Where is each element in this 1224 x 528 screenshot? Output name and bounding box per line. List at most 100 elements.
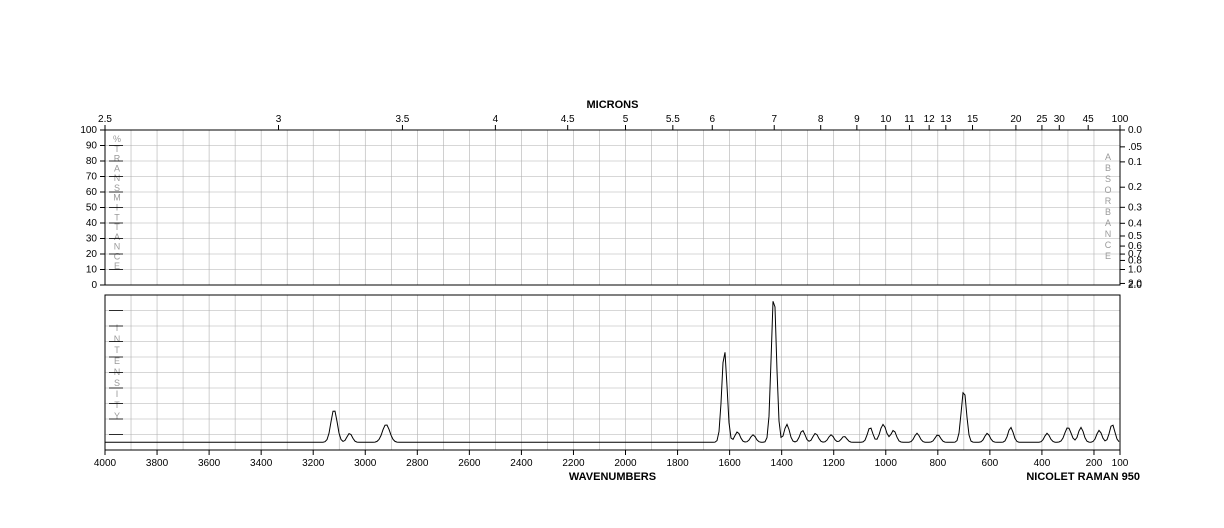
xaxis-top: 2.5 3 3.5 4 4.5 5 5.5 6 7 8 9 10 11 12 13 15 20 25 30 45 100 (98, 114, 1129, 130)
svg-text:S: S (114, 183, 120, 193)
svg-text:2400: 2400 (510, 458, 533, 469)
svg-text:3800: 3800 (146, 458, 169, 469)
svg-text:100: 100 (1112, 458, 1129, 469)
spectrum-chart: 4000380036003400320030002800260024002200… (0, 0, 1224, 528)
svg-text:200: 200 (1086, 458, 1103, 469)
svg-text:1200: 1200 (823, 458, 846, 469)
intensity-label: INTENSITY (114, 323, 121, 421)
svg-text:1600: 1600 (718, 458, 741, 469)
svg-text:N: N (1105, 229, 1112, 239)
svg-text:100: 100 (80, 125, 97, 136)
svg-text:7: 7 (771, 114, 777, 125)
svg-text:9: 9 (854, 114, 860, 125)
svg-text:0.0: 0.0 (1128, 125, 1142, 136)
svg-text:3600: 3600 (198, 458, 221, 469)
absorbance-label: ABSORBANCE (1104, 152, 1111, 261)
svg-text:R: R (114, 154, 121, 164)
svg-text:60: 60 (86, 187, 98, 198)
svg-text:6: 6 (709, 114, 715, 125)
instrument-label: NICOLET RAMAN 950 (1026, 471, 1140, 483)
svg-text:B: B (1105, 207, 1111, 217)
svg-text:2800: 2800 (406, 458, 429, 469)
svg-text:12: 12 (924, 114, 936, 125)
xaxis-bottom-title: WAVENUMBERS (569, 471, 656, 483)
svg-text:0: 0 (91, 280, 97, 291)
svg-text:80: 80 (86, 156, 98, 167)
svg-text:I: I (116, 389, 119, 399)
svg-text:11: 11 (904, 114, 915, 125)
svg-text:0.1: 0.1 (1128, 157, 1142, 168)
svg-text:400: 400 (1034, 458, 1051, 469)
svg-text:O: O (1104, 185, 1111, 195)
svg-text:2.5: 2.5 (98, 114, 112, 125)
svg-text:90: 90 (86, 141, 98, 152)
svg-text:Y: Y (114, 411, 120, 421)
svg-text:T: T (114, 212, 120, 222)
svg-text:40: 40 (86, 218, 98, 229)
svg-text:1800: 1800 (666, 458, 689, 469)
svg-text:N: N (114, 334, 121, 344)
chart-svg: 4000380036003400320030002800260024002200… (0, 0, 1224, 528)
svg-text:4: 4 (493, 114, 499, 125)
svg-text:I: I (116, 323, 119, 333)
svg-text:1400: 1400 (771, 458, 794, 469)
svg-text:25: 25 (1036, 114, 1048, 125)
svg-text:30: 30 (86, 234, 98, 245)
svg-text:4000: 4000 (94, 458, 117, 469)
yaxis-left-top: 0102030405060708090100 (80, 125, 105, 291)
svg-text:T: T (114, 400, 120, 410)
yaxis-right-top: 0.0.050.10.20.30.40.50.60.70.81.02.02.0 (1120, 125, 1142, 291)
svg-text:45: 45 (1083, 114, 1095, 125)
svg-text:B: B (1105, 163, 1111, 173)
svg-text:15: 15 (967, 114, 979, 125)
svg-text:1000: 1000 (875, 458, 898, 469)
svg-text:5: 5 (623, 114, 629, 125)
svg-text:S: S (114, 378, 120, 388)
svg-text:10: 10 (880, 114, 892, 125)
svg-text:T: T (114, 345, 120, 355)
svg-text:70: 70 (86, 172, 98, 183)
svg-text:3.5: 3.5 (395, 114, 409, 125)
svg-text:3200: 3200 (302, 458, 325, 469)
svg-text:600: 600 (982, 458, 999, 469)
svg-text:20: 20 (1010, 114, 1022, 125)
xaxis-bottom: 4000 3800 3600 3400 3200 3000 2800 2600 2400 2200… (94, 450, 1129, 469)
svg-text:0.3: 0.3 (1128, 202, 1142, 213)
svg-text:R: R (1105, 196, 1112, 206)
svg-text:4.5: 4.5 (561, 114, 575, 125)
svg-text:A: A (114, 232, 120, 242)
svg-text:N: N (114, 242, 121, 252)
svg-text:2200: 2200 (562, 458, 585, 469)
svg-text:A: A (1105, 152, 1111, 162)
xaxis-top-title: MICRONS (587, 99, 639, 111)
svg-text:3400: 3400 (250, 458, 273, 469)
svg-text:100: 100 (1112, 114, 1129, 125)
svg-text:A: A (1105, 218, 1111, 228)
svg-text:0.2: 0.2 (1128, 182, 1142, 193)
svg-text:E: E (114, 356, 120, 366)
svg-text:20: 20 (86, 249, 98, 260)
svg-text:.05: .05 (1128, 142, 1142, 153)
svg-text:30: 30 (1054, 114, 1066, 125)
svg-text:5.5: 5.5 (666, 114, 680, 125)
svg-text:N: N (114, 173, 121, 183)
svg-text:13: 13 (940, 114, 952, 125)
svg-text:1.0: 1.0 (1128, 265, 1142, 276)
svg-text:C: C (1105, 240, 1112, 250)
svg-text:8: 8 (818, 114, 824, 125)
svg-text:0.4: 0.4 (1128, 218, 1142, 229)
svg-text:3: 3 (276, 114, 282, 125)
svg-text:800: 800 (929, 458, 946, 469)
svg-text:S: S (1105, 174, 1111, 184)
svg-text:2.0: 2.0 (1128, 280, 1142, 291)
svg-text:2600: 2600 (458, 458, 481, 469)
svg-text:3000: 3000 (354, 458, 377, 469)
svg-text:A: A (114, 163, 120, 173)
svg-text:C: C (114, 251, 121, 261)
svg-text:2000: 2000 (614, 458, 637, 469)
svg-text:%: % (113, 134, 121, 144)
svg-text:E: E (1105, 251, 1111, 261)
transmittance-label: %TRANSMITTANCE (113, 134, 121, 271)
svg-text:10: 10 (86, 265, 98, 276)
svg-text:N: N (114, 367, 121, 377)
